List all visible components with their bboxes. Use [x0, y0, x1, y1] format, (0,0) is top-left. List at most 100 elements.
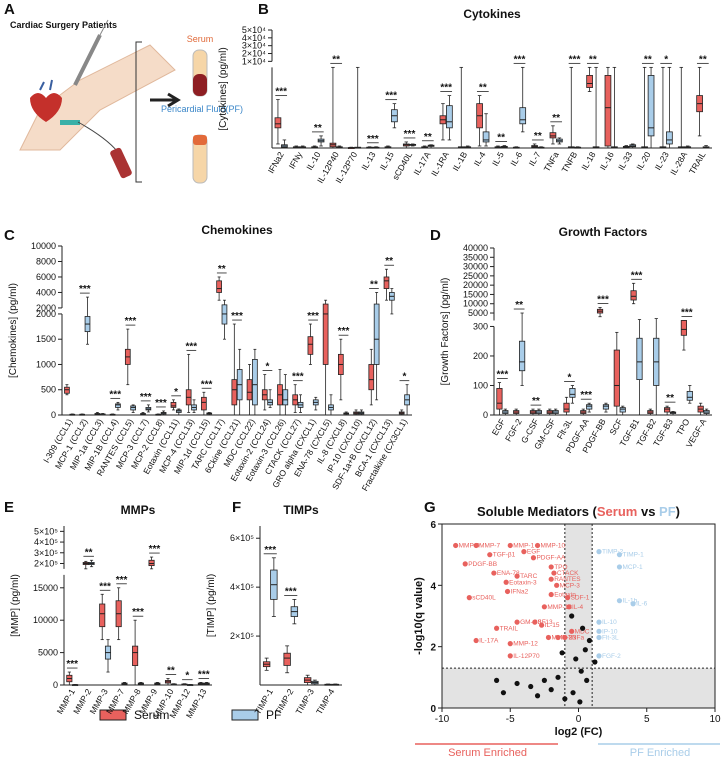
- x-axis-label: log2 (FC): [555, 726, 603, 738]
- y-tick-label: 35000: [463, 252, 488, 262]
- x-tick-label: IL-18: [579, 150, 597, 172]
- box: [322, 303, 329, 365]
- y-tick-label: 2×10⁵: [34, 558, 58, 568]
- box: [680, 320, 687, 336]
- point-label: IL-4: [572, 604, 584, 611]
- box: [221, 304, 228, 325]
- y-tick-label: 2: [430, 643, 436, 654]
- significance: **: [589, 54, 597, 65]
- box: [132, 645, 139, 666]
- point-label: TNFa: [568, 634, 585, 641]
- x-tick-label: IL-33: [616, 150, 634, 172]
- enrichment-label: Serum Enriched: [448, 747, 527, 759]
- box: [170, 401, 177, 408]
- significance: **: [532, 396, 540, 407]
- chart-title: Cytokines: [463, 7, 521, 21]
- significance: ***: [580, 390, 592, 401]
- panel-label: E: [4, 499, 14, 516]
- point: [548, 687, 554, 693]
- box: [148, 559, 155, 567]
- y-tick-label: 5000: [468, 308, 488, 318]
- enrichment-label: PF Enriched: [630, 747, 691, 759]
- significance: ***: [338, 326, 350, 337]
- significance: ***: [109, 389, 121, 400]
- significance: ***: [66, 659, 78, 670]
- point-label: IL-10: [602, 619, 617, 626]
- significance: ***: [125, 316, 137, 327]
- point-label: TPO: [554, 564, 567, 571]
- point: [584, 677, 590, 684]
- point-label: TRAIL: [500, 625, 519, 632]
- point: [551, 570, 557, 576]
- point: [453, 542, 459, 549]
- chart-title: Growth Factors: [559, 225, 648, 239]
- box: [282, 389, 289, 406]
- point: [541, 604, 547, 610]
- x-tick-label: IL-28A: [668, 150, 689, 177]
- y-axis-label: [TIMP] (pg/ml): [206, 574, 217, 637]
- y-tick-label: 4: [430, 581, 436, 592]
- point-label: FGF-2: [602, 653, 621, 660]
- point: [473, 637, 479, 644]
- box: [64, 386, 70, 394]
- point: [596, 653, 602, 659]
- point-label: SDF-1: [571, 595, 590, 602]
- box: [274, 117, 282, 129]
- point: [504, 588, 511, 595]
- point: [630, 601, 636, 607]
- y-axis-label: [Growth Factors] (pg/ml): [440, 278, 451, 386]
- point-label: IL-15: [545, 622, 560, 629]
- y-tick-label: 500: [41, 385, 56, 395]
- y-tick-label: 5×10⁴: [242, 25, 266, 35]
- chart-title: MMPs: [121, 503, 156, 517]
- y-tick-label: 0: [53, 680, 58, 690]
- point: [530, 555, 537, 561]
- significance: ***: [514, 54, 526, 65]
- point: [582, 647, 588, 653]
- title-part: ): [676, 504, 680, 519]
- point-label: MMP-3: [551, 634, 572, 641]
- y-tick-label: 1000: [36, 359, 56, 369]
- significance: **: [552, 113, 560, 124]
- syringe: [73, 34, 102, 86]
- significance: ***: [367, 134, 379, 145]
- point-label: IL-17A: [479, 638, 499, 645]
- point-label: MCP-3: [560, 582, 581, 589]
- point: [534, 693, 541, 699]
- y-tick-label: 1500: [36, 334, 56, 344]
- y-tick-label: 6×10⁵: [230, 533, 254, 543]
- point: [596, 549, 602, 555]
- box: [216, 280, 222, 293]
- significance: **: [497, 133, 505, 144]
- point-label: ENA-78: [497, 570, 520, 577]
- title-part: Serum: [597, 504, 637, 519]
- point: [559, 650, 565, 656]
- serum-clot: [193, 74, 207, 96]
- point: [566, 604, 572, 610]
- significance: ***: [681, 307, 693, 318]
- point: [521, 549, 527, 555]
- title-part: PF: [659, 504, 676, 519]
- box: [307, 336, 314, 355]
- box: [569, 388, 576, 398]
- y-tick-label: 25000: [463, 271, 488, 281]
- significance: ***: [99, 581, 111, 592]
- point: [534, 542, 541, 549]
- x-tick-label: IFNa2: [266, 150, 286, 175]
- chart-title: Soluble Mediators (Serum vs PF): [477, 504, 680, 519]
- box: [630, 290, 637, 301]
- box: [563, 402, 570, 413]
- point-label: IFNa2: [511, 588, 529, 595]
- point-label: MMP-12: [513, 641, 538, 648]
- pf-label: Pericardial Fluid(PF): [161, 104, 243, 114]
- box: [482, 131, 490, 143]
- box: [586, 404, 593, 410]
- point-label: MMP-10: [541, 542, 566, 549]
- significance: **: [332, 54, 340, 65]
- y-tick-label: 5000: [38, 648, 58, 658]
- y-tick-label: 200: [473, 351, 488, 361]
- box: [664, 407, 671, 413]
- point-label: MMP-9: [459, 542, 480, 549]
- point-label: sCD40L: [472, 595, 496, 602]
- point: [577, 699, 583, 705]
